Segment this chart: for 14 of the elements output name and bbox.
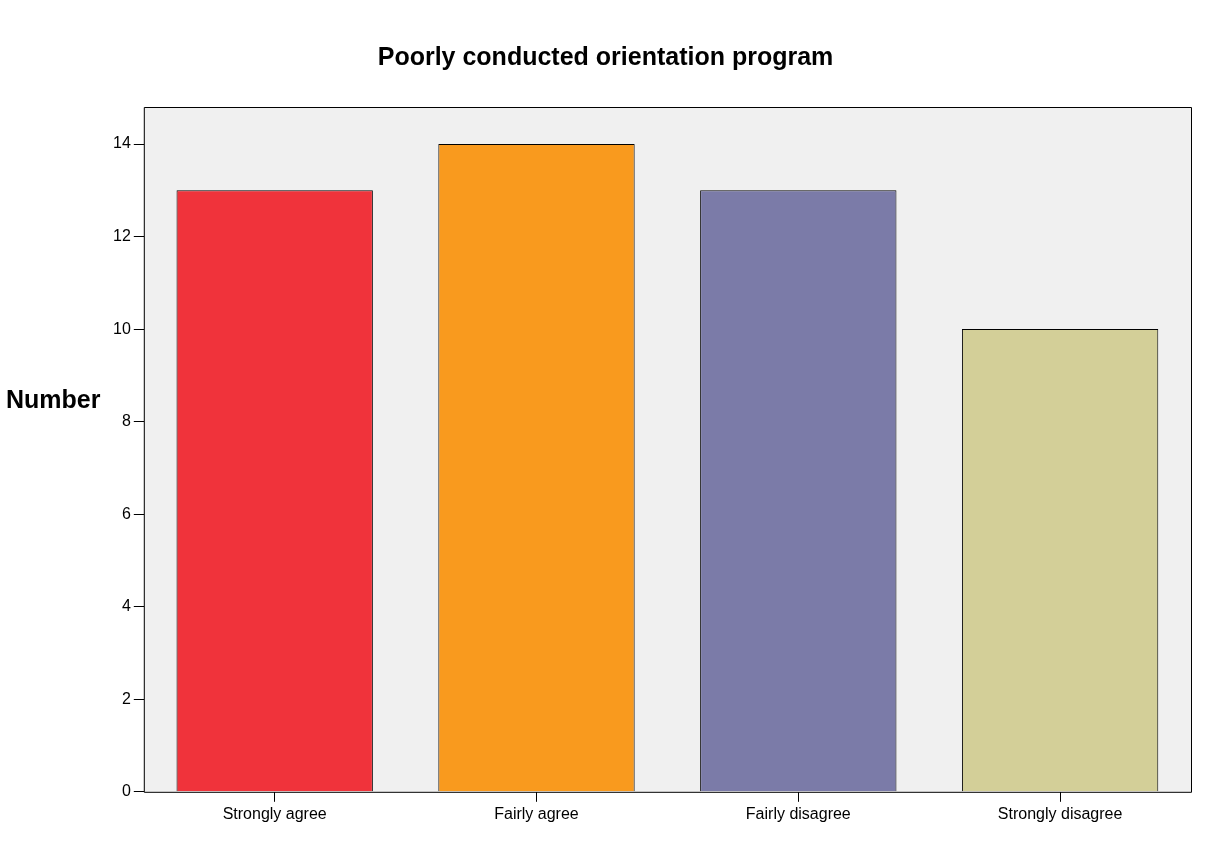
y-axis-title: Number: [6, 385, 101, 414]
x-tick-label: Strongly disagree: [997, 804, 1123, 822]
y-tick-label: 12: [113, 226, 131, 244]
x-tick-label: Fairly disagree: [745, 804, 851, 822]
x-tick-label: Strongly agree: [222, 804, 327, 822]
chart-title: Poorly conducted orientation program: [376, 42, 835, 71]
y-tick-label: 6: [121, 504, 131, 522]
y-tick-label: 14: [113, 134, 131, 152]
x-tick-label: Fairly agree: [494, 804, 579, 822]
y-tick-label: 10: [113, 319, 131, 337]
y-tick-label: 8: [121, 412, 131, 430]
y-tick-label: 4: [121, 597, 131, 615]
y-tick-label: 0: [121, 782, 131, 800]
y-tick-label: 2: [121, 689, 131, 707]
